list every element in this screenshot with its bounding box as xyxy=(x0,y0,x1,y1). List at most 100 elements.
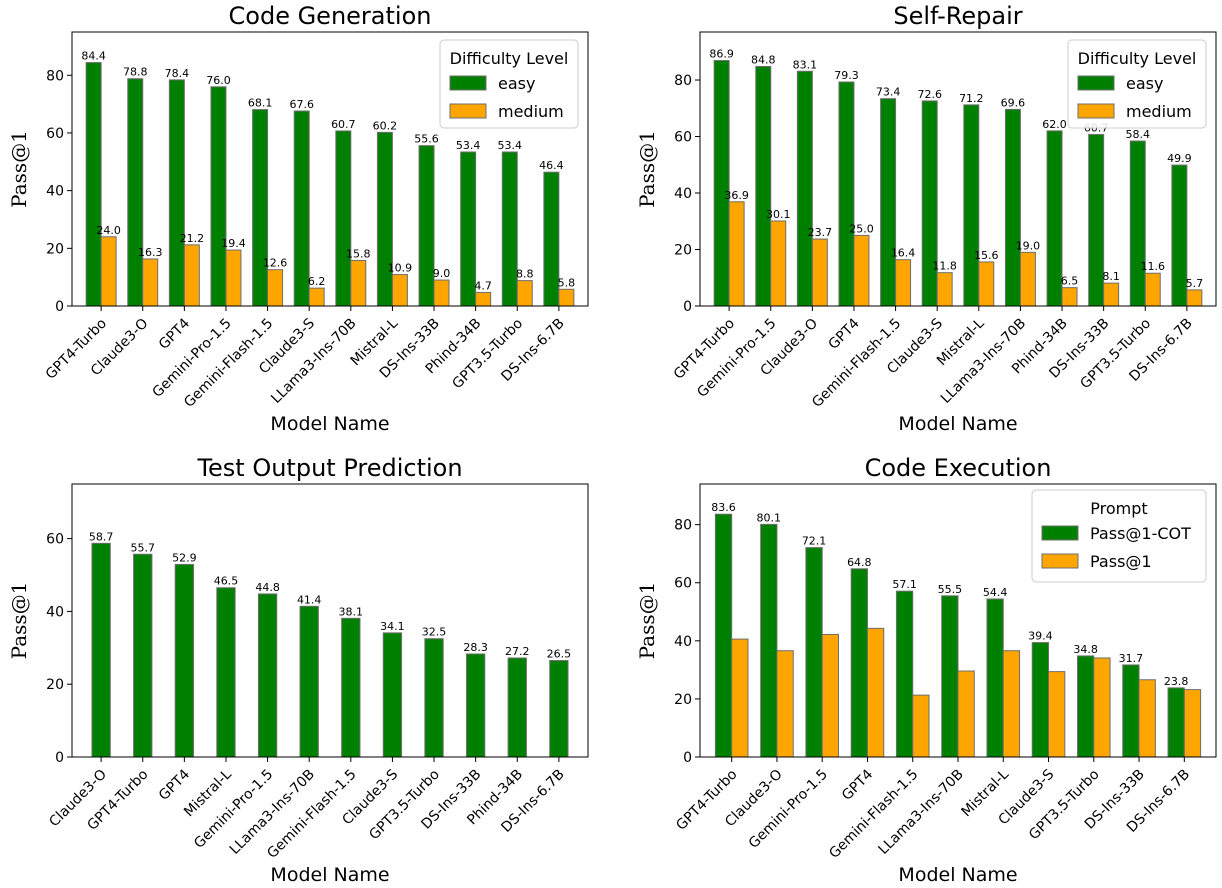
bar-medium xyxy=(811,238,828,307)
chart-title: Code Execution xyxy=(865,454,1052,482)
data-label: 78.4 xyxy=(165,67,190,80)
bar-pass-1 xyxy=(1002,650,1021,758)
bar-pass-1-cot xyxy=(850,568,868,758)
y-tick-label: 0 xyxy=(55,750,64,766)
bar-value xyxy=(216,587,236,758)
legend-swatch xyxy=(1077,103,1115,119)
legend-entry: Pass@1-COT xyxy=(1090,524,1191,543)
y-tick-label: 60 xyxy=(674,576,692,592)
data-label: 76.0 xyxy=(206,74,231,87)
bar-value xyxy=(299,605,319,758)
bar-pass-1-cot xyxy=(714,513,733,758)
data-label: 64.8 xyxy=(847,556,872,569)
data-label: 6.2 xyxy=(308,275,326,288)
y-axis-label: Pass@1 xyxy=(7,130,31,208)
bar-medium xyxy=(183,244,200,307)
data-label: 41.4 xyxy=(297,593,322,606)
data-label: 4.7 xyxy=(474,279,492,292)
bar-easy xyxy=(755,65,772,307)
bar-value xyxy=(382,632,403,758)
data-label: 8.1 xyxy=(1102,270,1120,283)
x-tick-label: GPT4 xyxy=(825,315,862,352)
data-label: 16.4 xyxy=(891,247,916,260)
data-label: 58.7 xyxy=(89,530,114,543)
bar-medium xyxy=(433,279,450,307)
data-label: 34.8 xyxy=(1073,643,1098,656)
x-axis-label: Model Name xyxy=(898,413,1017,435)
data-label: 83.1 xyxy=(793,58,818,71)
bar-medium xyxy=(142,258,159,307)
x-axis-label: Model Name xyxy=(898,864,1017,886)
bar-medium xyxy=(936,272,953,307)
bar-medium xyxy=(308,287,325,307)
bar-medium xyxy=(516,280,533,307)
plot-frame xyxy=(699,31,1217,307)
data-label: 5.7 xyxy=(1186,277,1204,290)
data-label: 55.6 xyxy=(414,133,439,146)
data-label: 44.8 xyxy=(255,581,280,594)
legend-entry: medium xyxy=(498,102,564,121)
data-label: 28.3 xyxy=(463,641,488,654)
data-label: 12.6 xyxy=(263,257,288,270)
y-axis-label: Pass@1 xyxy=(635,582,659,660)
data-label: 27.2 xyxy=(505,645,530,658)
bar-pass-1-cot xyxy=(1122,664,1140,758)
legend: Prompt Pass@1-COT Pass@1 xyxy=(1031,489,1207,583)
data-label: 79.3 xyxy=(834,69,859,82)
y-tick-label: 80 xyxy=(46,68,64,84)
data-label: 69.6 xyxy=(1001,96,1026,109)
data-label: 9.0 xyxy=(433,267,451,280)
bar-pass-1-cot xyxy=(986,598,1004,758)
bar-easy xyxy=(963,104,980,307)
chart-title: Code Generation xyxy=(229,2,432,30)
bar-pass-1-cot xyxy=(1076,655,1095,758)
bar-easy xyxy=(85,62,102,307)
bar-medium xyxy=(1019,251,1036,307)
bar-pass-1-cot xyxy=(895,590,914,758)
bar-pass-1 xyxy=(776,650,794,758)
data-label: 52.9 xyxy=(172,551,197,564)
bar-pass-1 xyxy=(1048,671,1066,758)
plot-frame xyxy=(699,483,1217,758)
data-label: 38.1 xyxy=(339,605,364,618)
data-label: 58.4 xyxy=(1126,128,1151,141)
data-label: 57.1 xyxy=(892,578,917,591)
bar-medium xyxy=(853,234,870,307)
bar-easy xyxy=(838,81,855,307)
data-label: 49.9 xyxy=(1167,152,1192,165)
data-label: 6.5 xyxy=(1061,275,1079,288)
bar-medium xyxy=(391,274,408,307)
x-tick-label: Gemini-Pro-1.5 xyxy=(746,767,831,852)
bar-easy xyxy=(210,86,227,307)
legend-swatch xyxy=(449,103,487,119)
plot-frame xyxy=(71,483,589,758)
data-label: 8.8 xyxy=(516,268,534,281)
bar-medium xyxy=(1103,282,1120,307)
legend-swatch xyxy=(449,75,487,91)
legend-entry: medium xyxy=(1126,102,1192,121)
data-label: 31.7 xyxy=(1119,652,1144,665)
chart-panel: 02040608084.424.0GPT4-Turbo78.816.3Claud… xyxy=(7,2,589,435)
data-label: 53.4 xyxy=(498,139,523,152)
bar-pass-1 xyxy=(1093,657,1111,758)
y-tick-label: 0 xyxy=(683,299,692,315)
bar-value xyxy=(341,617,361,758)
bar-easy xyxy=(1004,108,1021,307)
data-label: 23.8 xyxy=(1164,675,1189,688)
bar-pass-1 xyxy=(821,633,840,758)
y-axis-label: Pass@1 xyxy=(635,130,659,208)
data-label: 84.8 xyxy=(751,53,776,66)
legend-entry: easy xyxy=(498,74,535,93)
data-label: 30.1 xyxy=(766,208,791,221)
legend-swatch xyxy=(1041,525,1079,541)
data-label: 60.2 xyxy=(373,119,398,132)
data-label: 15.8 xyxy=(346,247,371,260)
y-tick-label: 20 xyxy=(674,243,692,259)
data-label: 67.6 xyxy=(289,98,314,111)
legend-title: Difficulty Level xyxy=(1078,49,1197,68)
bar-value xyxy=(257,593,278,758)
bar-pass-1 xyxy=(1138,679,1156,758)
y-axis-label: Pass@1 xyxy=(7,582,31,660)
data-label: 11.8 xyxy=(932,260,957,273)
bar-easy xyxy=(880,98,897,307)
